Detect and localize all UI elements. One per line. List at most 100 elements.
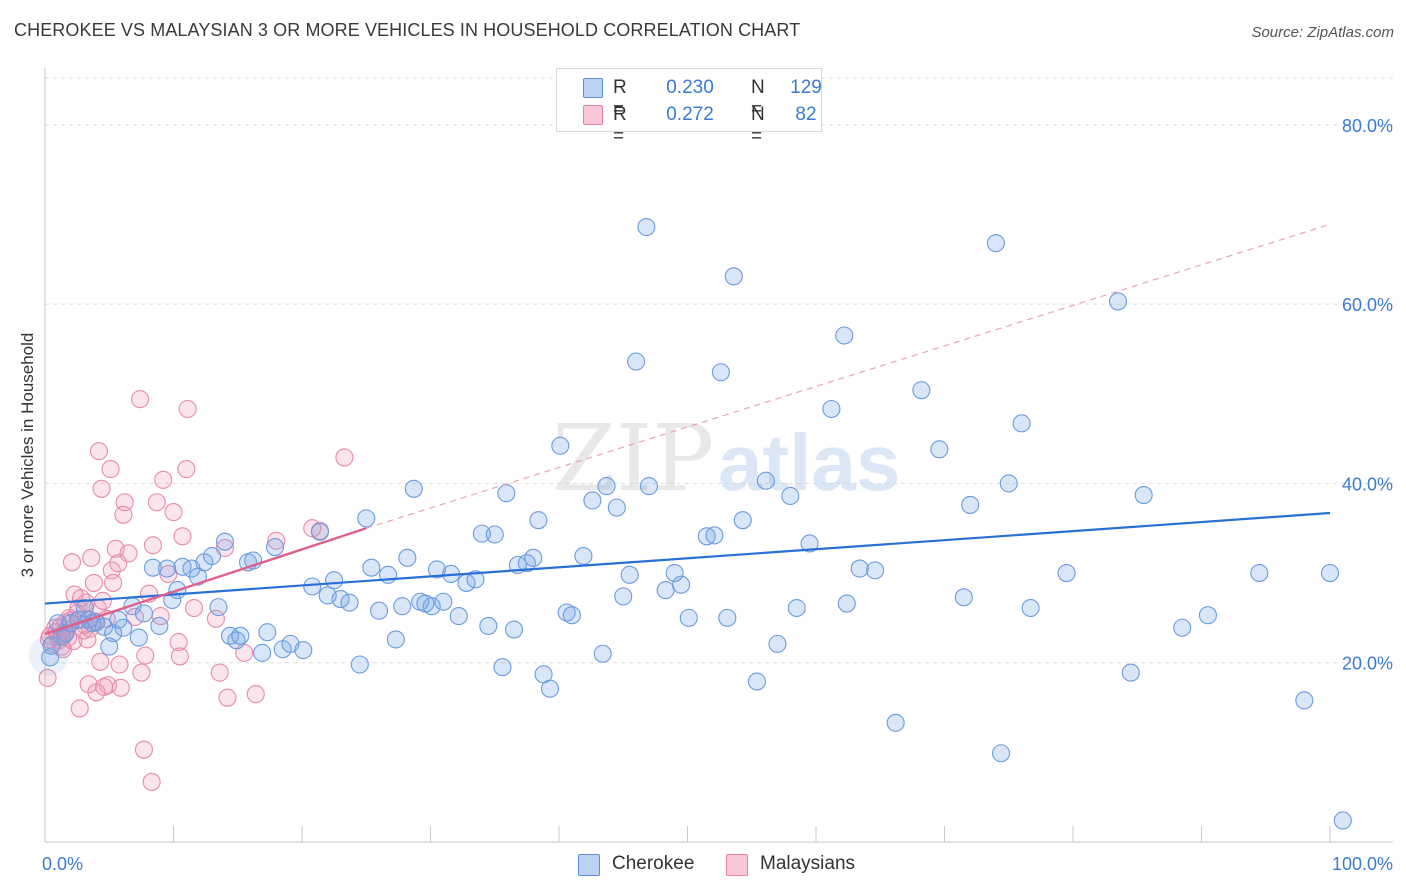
malaysians-point	[119, 544, 138, 563]
watermark: ZIP atlas	[552, 405, 900, 512]
cherokee-point	[398, 548, 417, 567]
malaysians-point	[267, 531, 286, 550]
cherokee-point	[134, 604, 153, 623]
cherokee-point	[961, 495, 980, 514]
cherokee-point	[756, 471, 775, 490]
cherokee-point	[593, 644, 612, 663]
cherokee-point	[485, 525, 504, 544]
malaysians-point	[210, 663, 229, 682]
cherokee-point	[294, 641, 313, 660]
malaysians-point	[218, 688, 237, 707]
x-tick-label: 0.0%	[42, 854, 83, 874]
cherokee-point	[574, 546, 593, 566]
y-tick-label: 60.0%	[1342, 295, 1393, 315]
cherokee-point	[768, 634, 787, 653]
malaysians-trend-line	[44, 527, 367, 636]
cherokee-point	[1250, 564, 1269, 583]
malaysians-n-value: 82	[795, 104, 817, 125]
malaysians-r-value: 0.272	[666, 104, 714, 125]
cherokee-point	[886, 713, 905, 732]
cherokee-point	[986, 234, 1005, 253]
malaysians-point	[178, 399, 197, 419]
cherokee-point	[912, 381, 931, 400]
cherokee-point	[1012, 414, 1031, 433]
malaysians-point	[142, 772, 161, 791]
cherokee-points	[28, 217, 1352, 830]
malaysians-point	[111, 678, 130, 697]
malaysians-point	[70, 699, 89, 718]
cherokee-point	[524, 548, 543, 567]
cherokee-point	[540, 679, 560, 698]
malaysians-point	[154, 470, 173, 489]
cherokee-point	[497, 484, 516, 503]
cherokee-point	[800, 534, 819, 553]
source-credit[interactable]: Source: ZipAtlas.com	[1251, 24, 1394, 41]
cherokee-point	[850, 559, 869, 578]
cherokee-point	[557, 603, 576, 622]
cherokee-swatch	[583, 78, 603, 98]
cherokee-point	[231, 626, 250, 645]
cherokee-point	[472, 524, 491, 543]
cherokee-point	[614, 587, 633, 606]
chart-title: CHEROKEE VS MALAYSIAN 3 OR MORE VEHICLES…	[14, 20, 801, 40]
cherokee-point	[209, 598, 228, 617]
malaysians-point	[215, 538, 234, 558]
malaysians-point	[246, 685, 265, 704]
cherokee-point	[253, 643, 272, 662]
cherokee-point	[711, 363, 730, 382]
cherokee-point	[607, 498, 626, 517]
cherokee-point	[562, 606, 581, 625]
axis-layer	[44, 68, 1393, 843]
cherokee-point	[303, 577, 322, 596]
malaysians-point	[131, 390, 150, 409]
malaysians-point	[335, 448, 354, 467]
cherokee-point	[104, 624, 123, 643]
cherokee-point	[705, 526, 724, 545]
cherokee-r-value: 0.230	[666, 77, 714, 98]
malaysians-point	[206, 609, 225, 628]
cherokee-cluster	[28, 635, 69, 676]
cherokee-point	[129, 628, 148, 647]
cherokee-point	[325, 571, 344, 590]
malaysians-legend-swatch	[726, 854, 748, 876]
malaysians-point	[115, 493, 134, 512]
cherokee-point	[173, 557, 192, 576]
cherokee-legend-label: Cherokee	[612, 853, 695, 874]
cherokee-point	[1057, 564, 1076, 583]
cherokee-point	[597, 477, 616, 496]
malaysians-point	[62, 553, 82, 572]
cherokee-point	[265, 538, 285, 557]
cherokee-point	[835, 326, 854, 345]
cherokee-point	[822, 399, 841, 419]
cherokee-point	[1320, 564, 1340, 583]
malaysians-point	[173, 527, 192, 546]
cherokee-point	[1295, 691, 1314, 710]
cherokee-point	[697, 527, 716, 546]
malaysians-point	[143, 536, 162, 555]
trend-lines	[44, 223, 1331, 636]
correlation-legend: R = 0.230 N = 129 R = 0.272 N = 82	[556, 68, 822, 147]
malaysians-point	[104, 573, 123, 592]
cherokee-point	[310, 522, 330, 541]
cherokee-point	[479, 616, 498, 636]
cherokee-point	[1121, 663, 1140, 682]
cherokee-point	[42, 636, 61, 655]
n-label: N =	[751, 104, 765, 147]
malaysians-point	[101, 460, 120, 479]
cherokee-point	[75, 598, 94, 618]
cherokee-point	[679, 608, 698, 627]
cherokee-legend-swatch	[578, 854, 600, 876]
cherokee-point	[529, 511, 548, 530]
cherokee-point	[639, 477, 659, 496]
cherokee-point	[434, 592, 453, 611]
cherokee-point	[427, 560, 446, 579]
cherokee-point	[583, 491, 602, 510]
cherokee-point	[787, 598, 806, 618]
x-tick-label: 100.0%	[1332, 854, 1393, 874]
malaysians-points	[38, 390, 354, 791]
cherokee-point	[1198, 606, 1217, 625]
malaysians-point	[89, 442, 109, 461]
tick-labels: 20.0% 40.0% 60.0% 80.0% 0.0% 100.0%	[42, 116, 1393, 874]
cherokee-point	[493, 658, 512, 677]
malaysians-swatch	[583, 105, 603, 125]
